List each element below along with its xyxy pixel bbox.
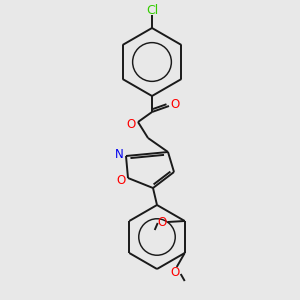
Text: O: O — [157, 215, 166, 229]
Text: O: O — [126, 118, 136, 130]
Text: Cl: Cl — [146, 4, 158, 16]
Text: O: O — [170, 98, 180, 110]
Text: O: O — [170, 266, 179, 278]
Text: N: N — [115, 148, 123, 161]
Text: O: O — [116, 173, 126, 187]
